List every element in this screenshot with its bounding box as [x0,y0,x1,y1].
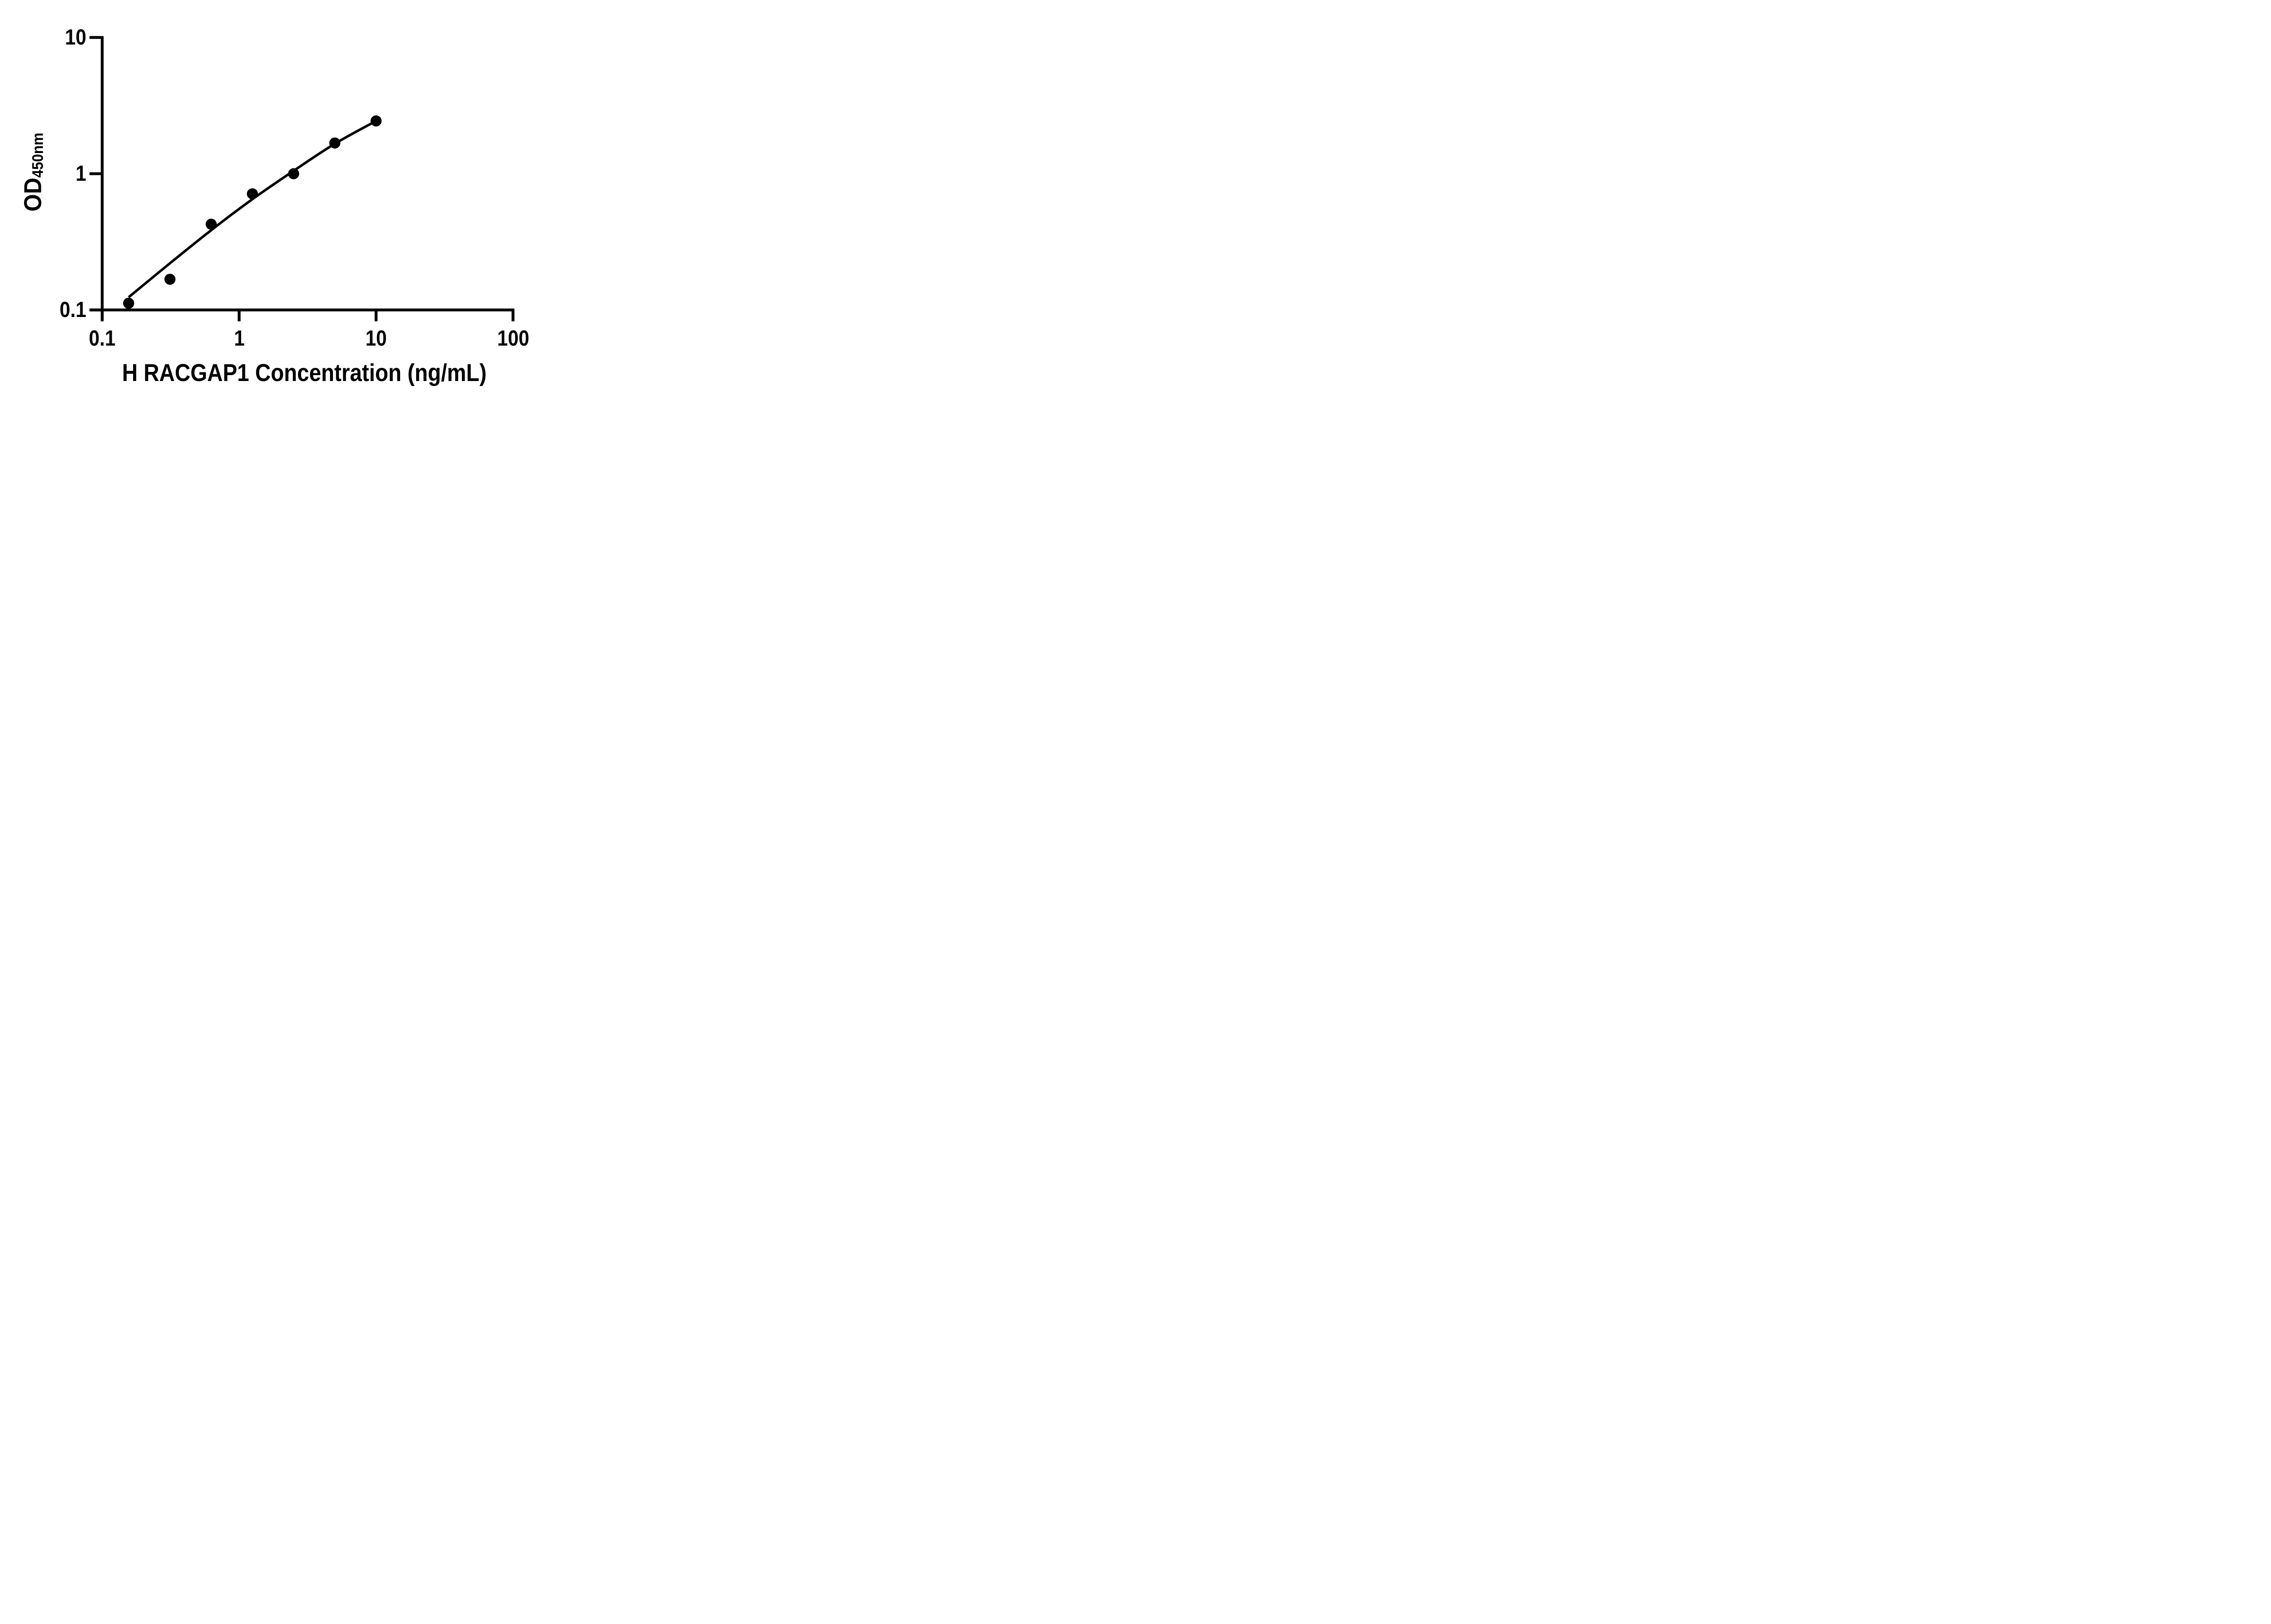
x-tick-label: 0.1 [89,327,116,351]
x-axis-title-text: H RACGAP1 Concentration (ng/mL) [122,359,487,386]
x-tick-label: 10 [365,327,387,351]
y-tick-label: 0.1 [60,297,86,322]
y-tick-label: 10 [65,25,86,50]
data-point-marker [329,137,341,149]
data-point-marker [205,218,217,230]
x-tick-label: 1 [233,327,245,351]
elisa-standard-curve-chart: OD450nm H RACGAP1 Concentration (ng/mL) … [0,0,576,406]
x-axis-title: H RACGAP1 Concentration (ng/mL) [0,360,576,386]
data-point-marker [288,168,299,179]
data-point-marker [247,188,258,199]
data-point-marker [370,115,382,127]
x-tick-label: 100 [497,327,529,351]
standard-curve-line [128,119,377,298]
plot-area [89,36,515,322]
y-tick-label: 1 [75,161,86,186]
data-point-marker [164,273,176,285]
data-point-marker [123,297,134,309]
